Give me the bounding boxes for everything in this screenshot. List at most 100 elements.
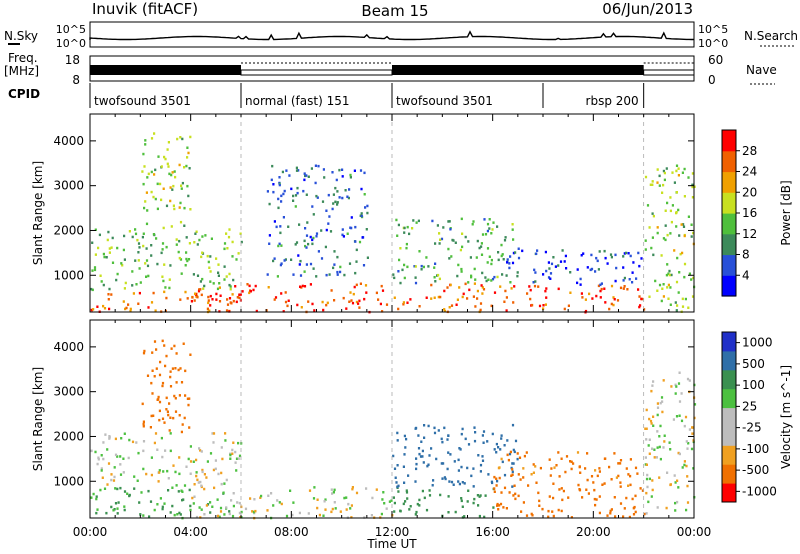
data-cell xyxy=(167,413,170,417)
data-cell xyxy=(471,223,474,226)
data-cell xyxy=(273,257,276,260)
data-cell xyxy=(415,467,418,471)
data-cell xyxy=(362,264,366,267)
data-cell xyxy=(548,267,551,270)
data-cell xyxy=(179,367,182,370)
data-cell xyxy=(544,250,547,254)
data-cell xyxy=(474,278,477,281)
data-cell xyxy=(447,511,450,514)
data-cell xyxy=(169,375,172,379)
data-cell xyxy=(604,457,607,460)
data-cell xyxy=(148,515,151,518)
data-cell xyxy=(166,410,169,413)
data-cell xyxy=(670,385,673,388)
data-cell xyxy=(464,437,467,441)
data-cell xyxy=(119,463,122,466)
data-cell xyxy=(272,504,275,507)
data-cell xyxy=(349,291,352,294)
data-cell xyxy=(693,403,697,406)
data-cell xyxy=(355,283,358,287)
data-cell xyxy=(194,292,197,295)
data-cell xyxy=(569,271,572,274)
data-cell xyxy=(656,446,659,449)
data-cell xyxy=(473,282,476,285)
data-cell xyxy=(351,487,354,491)
data-cell xyxy=(402,465,405,468)
data-cell xyxy=(225,309,229,312)
data-cell xyxy=(311,238,314,242)
y-axis-label: Slant Range [km] xyxy=(31,367,45,471)
data-cell xyxy=(111,236,114,240)
data-cell xyxy=(139,513,142,516)
data-cell xyxy=(634,466,638,470)
data-cell xyxy=(437,295,440,299)
data-cell xyxy=(203,473,206,476)
data-cell xyxy=(232,504,235,508)
data-cell xyxy=(154,309,157,312)
data-cell xyxy=(144,262,147,265)
data-cell xyxy=(211,505,214,508)
data-cell xyxy=(513,450,516,454)
data-cell xyxy=(418,452,421,456)
data-cell xyxy=(656,413,659,417)
data-cell xyxy=(622,515,625,518)
data-cell xyxy=(482,441,485,444)
data-cell xyxy=(355,491,359,495)
data-cell xyxy=(206,460,209,463)
data-cell xyxy=(332,193,335,196)
data-cell xyxy=(305,193,308,196)
data-cell xyxy=(640,257,643,260)
data-cell xyxy=(461,481,464,484)
data-cell xyxy=(342,235,345,238)
data-cell xyxy=(358,306,361,309)
data-cell xyxy=(284,258,287,261)
data-cell xyxy=(549,474,552,477)
data-cell xyxy=(382,491,385,494)
data-cell xyxy=(209,294,212,298)
data-cell xyxy=(151,369,154,372)
data-cell xyxy=(108,436,111,439)
data-cell xyxy=(622,287,625,290)
data-cell xyxy=(164,157,167,161)
data-cell xyxy=(214,459,217,462)
data-cell xyxy=(287,225,290,228)
data-cell xyxy=(297,169,300,172)
data-cell xyxy=(102,283,105,287)
data-cell xyxy=(339,510,342,513)
data-cell xyxy=(271,164,274,168)
data-cell xyxy=(447,220,450,223)
data-cell xyxy=(123,490,127,493)
data-cell xyxy=(390,499,393,502)
data-cell xyxy=(336,203,339,206)
data-cell xyxy=(603,482,606,485)
data-cell xyxy=(525,514,529,517)
data-cell xyxy=(145,259,149,262)
data-cell xyxy=(346,232,349,235)
data-cell xyxy=(332,202,335,205)
data-cell xyxy=(500,437,503,440)
nsearch-label: N.Search xyxy=(744,29,798,43)
data-cell xyxy=(131,284,134,287)
data-cell xyxy=(277,197,280,201)
data-cell xyxy=(420,268,423,271)
data-cell xyxy=(336,273,339,276)
data-cell xyxy=(187,194,190,198)
data-cell xyxy=(434,262,437,265)
data-cell xyxy=(339,265,342,269)
data-cell xyxy=(211,298,214,301)
data-cell xyxy=(173,513,176,517)
data-cell xyxy=(688,272,691,275)
data-cell xyxy=(200,293,203,297)
data-cell xyxy=(478,246,481,250)
data-cell xyxy=(288,174,291,177)
data-cell xyxy=(146,176,149,179)
data-cell xyxy=(590,253,593,257)
data-cell xyxy=(91,241,94,244)
data-cell xyxy=(184,369,187,373)
data-cell xyxy=(152,195,155,199)
data-cell xyxy=(557,287,560,291)
data-cell xyxy=(516,457,519,461)
data-cell xyxy=(172,416,175,420)
data-cell xyxy=(167,477,170,480)
